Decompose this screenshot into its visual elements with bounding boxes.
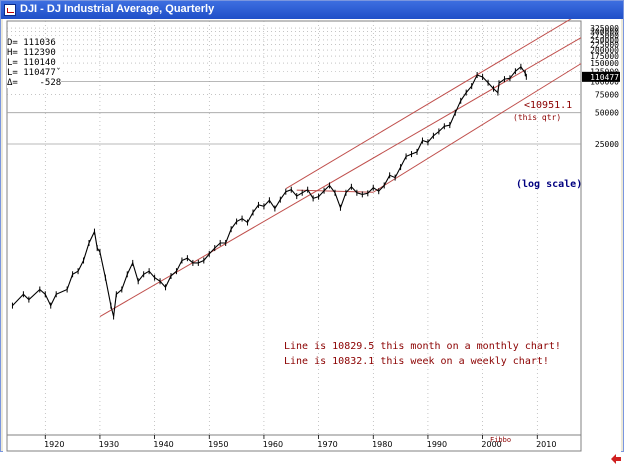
- last-value-annotation: <10951.1: [524, 100, 573, 111]
- y-tick-label: 325000: [590, 24, 619, 33]
- ohlc-change: Δ= -528: [7, 78, 62, 88]
- ohlc-high: H= 112390: [7, 48, 56, 58]
- y-tick-label: 25000: [595, 140, 619, 149]
- price-series-line: [12, 65, 527, 317]
- y-tick-label: 275000: [590, 32, 619, 41]
- chart-app-icon[interactable]: [4, 4, 16, 16]
- channel-line-middle: [99, 37, 582, 317]
- channel-line-upper: [285, 19, 572, 190]
- y-tick-label: 250000: [590, 36, 619, 45]
- last-price-tag-label: 110477: [590, 73, 619, 82]
- title-bar[interactable]: DJI - DJ Industrial Average, Quarterly: [1, 1, 623, 19]
- x-tick-label: 1980: [372, 440, 392, 449]
- y-tick-label: 300000: [590, 28, 619, 37]
- y-tick-label: 75000: [595, 90, 619, 99]
- log-scale-annotation: (log scale): [516, 179, 583, 190]
- y-tick-label: 100000: [590, 77, 619, 86]
- x-tick-label: 1990: [427, 440, 447, 449]
- x-tick-label: 1930: [99, 440, 119, 449]
- y-tick-label: 200000: [590, 46, 619, 55]
- x-tick-label: 1960: [263, 440, 283, 449]
- x-tick-label: 1950: [208, 440, 228, 449]
- x-tick-label: 1940: [153, 440, 173, 449]
- x-tick-label: 1920: [44, 440, 64, 449]
- y-tick-label: 150000: [590, 59, 619, 68]
- x-tick-label: 2010: [536, 440, 556, 449]
- chart-area[interactable]: 325000 300000 275000 250000 225000 200000 1750…: [3, 19, 621, 464]
- ohlc-last: L= 110477ˇ: [7, 68, 62, 78]
- weekly-note: Line is 10832.1 this week on a weekly ch…: [284, 356, 549, 367]
- this-quarter-annotation: (this qtr): [513, 113, 562, 122]
- plot-frame: [6, 20, 582, 436]
- y-tick-label: 175000: [590, 52, 619, 61]
- ohlc-readout: D= 111036 H= 112390 L= 110140 L= 110477ˇ…: [7, 38, 62, 88]
- ohlc-low: L= 110140: [7, 58, 56, 68]
- x-axis-strip: [6, 434, 582, 452]
- ohlc-open: D= 111036: [7, 38, 56, 48]
- author-signature: Fibbo: [490, 436, 512, 444]
- scroll-left-arrow-icon[interactable]: [610, 453, 622, 465]
- last-price-tag: [582, 71, 620, 82]
- window-title: DJI - DJ Industrial Average, Quarterly: [20, 3, 215, 15]
- channel-line-lower: [373, 63, 582, 193]
- y-tick-label: 125000: [590, 67, 619, 76]
- x-tick-label: 1970: [317, 440, 337, 449]
- y-tick-label: 225000: [590, 41, 619, 50]
- y-tick-label: 50000: [595, 109, 619, 118]
- monthly-note: Line is 10829.5 this month on a monthly …: [284, 341, 561, 352]
- price-chart[interactable]: 3250003000002750002500002250002000001750…: [3, 19, 621, 453]
- x-tick-label: 2000: [481, 440, 501, 449]
